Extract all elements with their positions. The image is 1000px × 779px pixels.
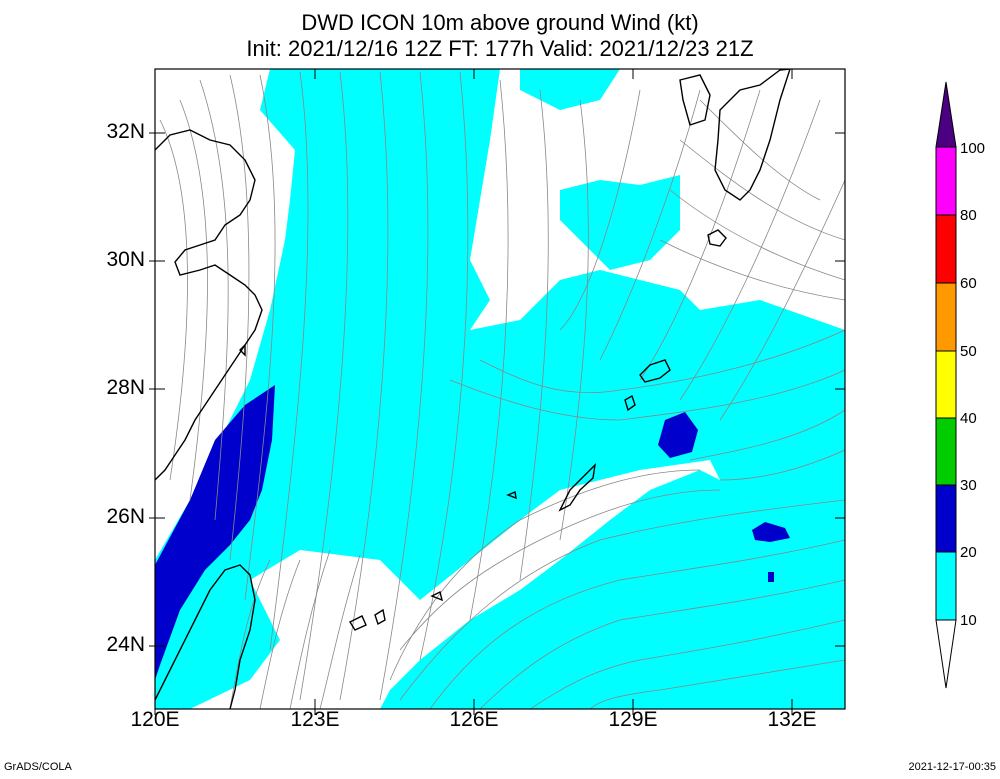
chart-subtitle: Init: 2021/12/16 12Z FT: 177h Valid: 202… bbox=[246, 36, 754, 61]
colorbar-label-30: 30 bbox=[960, 477, 977, 494]
colorbar-bin-30-40 bbox=[935, 417, 957, 486]
lat-label-28n: 28N bbox=[106, 376, 145, 399]
colorbar-bin-20-30 bbox=[935, 484, 957, 553]
colorbar-label-80: 80 bbox=[960, 207, 977, 224]
map-ticks bbox=[155, 69, 845, 709]
colorbar-bin-80-100 bbox=[935, 146, 957, 216]
colorbar-bin-60-80 bbox=[935, 214, 957, 284]
colorbar-label-40: 40 bbox=[960, 410, 977, 427]
wind-streamlines bbox=[159, 71, 845, 709]
coastlines bbox=[155, 69, 791, 709]
colorbar-label-50: 50 bbox=[960, 343, 977, 360]
colorbar-bin-50-60 bbox=[935, 282, 957, 352]
wind-10-20kt-region bbox=[155, 69, 845, 709]
lat-label-24n: 24N bbox=[106, 633, 145, 656]
chart-title: DWD ICON 10m above ground Wind (kt) bbox=[301, 10, 699, 35]
colorbar-label-100: 100 bbox=[960, 140, 986, 157]
lon-label-120e: 120E bbox=[130, 708, 180, 731]
grads-credit: GrADS/COLA bbox=[4, 761, 72, 773]
lon-label-123e: 123E bbox=[290, 708, 340, 731]
wind-20-30kt-region bbox=[155, 385, 790, 680]
lon-label-132e: 132E bbox=[767, 708, 817, 731]
colorbar-bin-40-50 bbox=[935, 350, 957, 419]
lon-label-129e: 129E bbox=[608, 708, 658, 731]
lon-label-126e: 126E bbox=[449, 708, 499, 731]
colorbar-label-20: 20 bbox=[960, 544, 977, 561]
colorbar-label-60: 60 bbox=[960, 275, 977, 292]
colorbar-label-10: 10 bbox=[960, 612, 977, 629]
lat-label-30n: 30N bbox=[106, 248, 145, 271]
lat-label-32n: 32N bbox=[106, 120, 145, 143]
generation-timestamp: 2021-12-17-00:35 bbox=[908, 761, 996, 773]
colorbar-cap-bottom bbox=[935, 619, 957, 689]
lat-label-26n: 26N bbox=[106, 505, 145, 528]
colorbar-cap-top bbox=[935, 81, 957, 148]
colorbar-bin-10-20 bbox=[935, 551, 957, 621]
